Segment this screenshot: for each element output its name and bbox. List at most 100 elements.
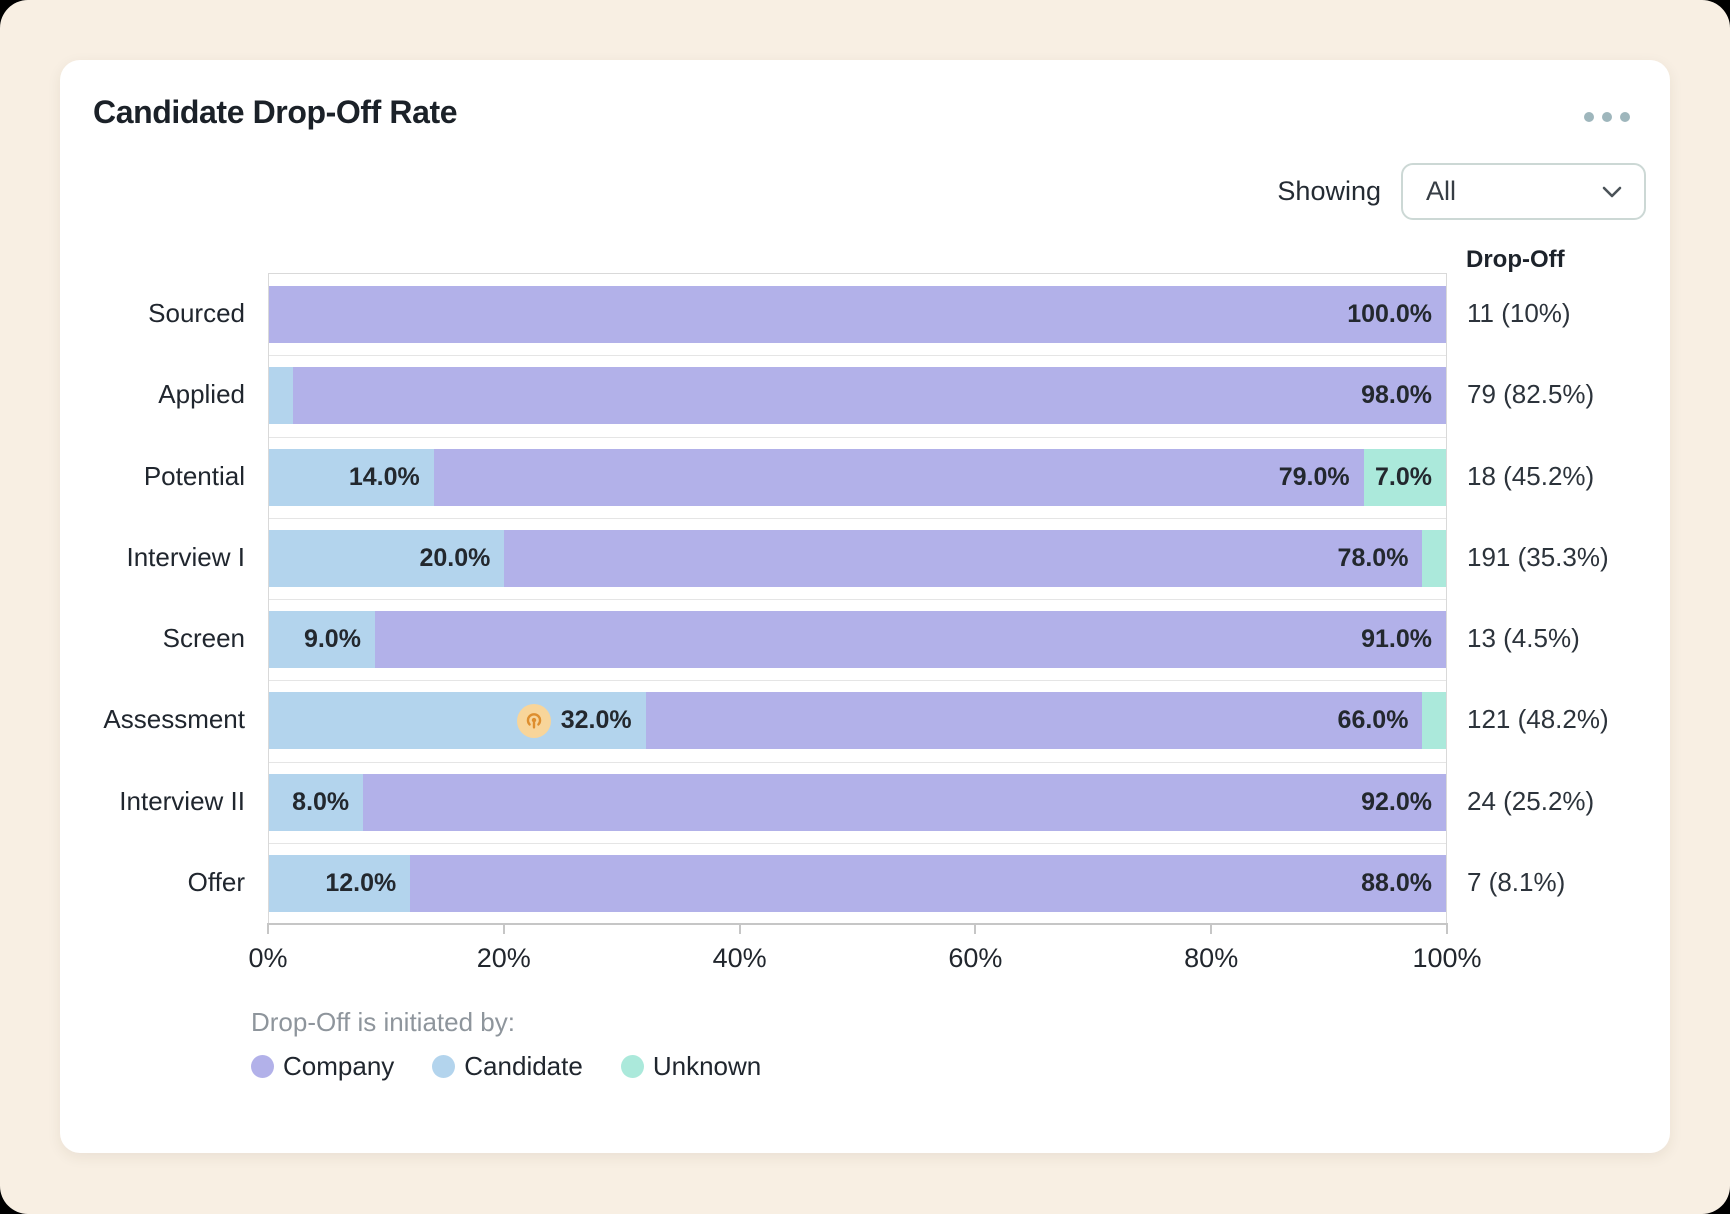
category-label: Applied (158, 379, 245, 410)
bar-segment-unknown[interactable]: 7.0% (1363, 448, 1446, 506)
dropoff-value: 79 (82.5%) (1467, 379, 1595, 410)
legend-dot-icon (432, 1055, 456, 1078)
segment-value-label: 7.0% (1374, 462, 1432, 491)
segment-value-label: 92.0% (1361, 787, 1432, 816)
bar-segment-candidate[interactable]: 20.0% (269, 529, 505, 587)
x-axis-tick (1446, 923, 1448, 934)
showing-filter-dropdown[interactable]: All (1401, 163, 1646, 220)
segment-value-label: 20.0% (419, 543, 491, 572)
ellipsis-icon (1584, 112, 1594, 122)
stacked-bar: 14.0% 79.0% 7.0% (269, 448, 1446, 506)
legend-label: Company (283, 1051, 395, 1081)
segment-value-label: 88.0% (1361, 868, 1432, 897)
dropoff-value: 121 (48.2%) (1467, 704, 1609, 735)
dropoff-value: 11 (10%) (1467, 298, 1571, 329)
bar-segment-company[interactable]: 78.0% (504, 529, 1423, 587)
category-label: Offer (187, 866, 245, 897)
category-label: Screen (162, 623, 245, 654)
legend-item: Company (251, 1051, 394, 1082)
category-label: Interview II (119, 785, 245, 816)
segment-value-label: 79.0% (1278, 462, 1350, 491)
stacked-bar: 8.0% 92.0% (269, 773, 1446, 831)
bar-row: 14.0% 79.0% 7.0% (269, 437, 1446, 518)
x-axis-tick-label: 60% (948, 943, 1003, 973)
showing-label: Showing (1277, 176, 1381, 206)
bar-row: 98.0% (269, 355, 1446, 436)
stacked-bar: 20.0% 78.0% (269, 529, 1446, 587)
stacked-bar: 9.0% 91.0% (269, 611, 1446, 668)
dropoff-value: 7 (8.1%) (1467, 866, 1566, 897)
bar-segment-candidate[interactable]: 14.0% (269, 448, 434, 506)
segment-value-label: 12.0% (325, 868, 397, 897)
legend-label: Candidate (464, 1051, 583, 1081)
category-label: Assessment (103, 704, 245, 735)
segment-value-label: 32.0% (560, 706, 632, 735)
tap-target-icon (526, 712, 541, 729)
card-menu-button[interactable] (1580, 108, 1634, 126)
bar-segment-company[interactable]: 92.0% (363, 773, 1446, 831)
bar-segment-company[interactable]: 91.0% (374, 611, 1446, 668)
ellipsis-icon (1602, 112, 1612, 122)
segment-value-label: 91.0% (1361, 625, 1432, 653)
x-axis-tick (1210, 923, 1213, 934)
x-axis-tick (974, 923, 977, 934)
bar-segment-unknown[interactable] (1422, 529, 1446, 587)
segment-value-label: 100.0% (1347, 300, 1432, 328)
legend-item: Candidate (432, 1051, 583, 1082)
x-axis-tick-label: 100% (1412, 943, 1482, 973)
bar-segment-company[interactable]: 100.0% (269, 286, 1446, 343)
bar-row: 20.0% 78.0% (269, 518, 1446, 599)
bar-row: 100.0% (269, 274, 1446, 355)
stacked-bar: 12.0% 88.0% (269, 854, 1446, 912)
band-separator-line (269, 517, 1446, 519)
x-axis-tick-label: 20% (476, 943, 531, 973)
bar-row: 8.0% 92.0% (269, 762, 1446, 843)
ellipsis-icon (1620, 112, 1630, 122)
bar-segment-company[interactable]: 66.0% (645, 692, 1423, 750)
legend-dot-icon (251, 1055, 274, 1078)
bar-row: 32.0% 66.0% (269, 680, 1446, 761)
bar-row: 12.0% 88.0% (269, 843, 1446, 924)
legend-dot-icon (620, 1055, 644, 1078)
bar-segment-candidate[interactable]: 32.0% (269, 692, 646, 750)
bar-segment-company[interactable]: 98.0% (292, 367, 1446, 425)
x-axis-tick (267, 923, 269, 934)
x-axis-tick-label: 0% (248, 943, 288, 973)
stacked-bar: 98.0% (269, 367, 1446, 425)
legend: Company Candidate Unknown (251, 1051, 761, 1082)
bar-segment-company[interactable]: 79.0% (433, 448, 1364, 506)
x-axis-tick (738, 923, 741, 934)
bar-segment-candidate[interactable]: 8.0% (269, 773, 364, 831)
legend-title: Drop-Off is initiated by: (251, 1007, 515, 1037)
stacked-bar: 100.0% (269, 286, 1446, 343)
x-axis: 0% 20% 40% 60% 80% 100% (248, 923, 1482, 973)
segment-value-label: 66.0% (1337, 706, 1409, 735)
filter-row: Showing All (1277, 163, 1646, 220)
chevron-down-icon (1602, 186, 1622, 197)
band-separator-line (269, 436, 1446, 438)
dropoff-value: 13 (4.5%) (1467, 623, 1580, 654)
candidate-drop-off-card: Candidate Drop-Off Rate Showing All Drop… (60, 60, 1670, 1153)
band-separator-line (269, 355, 1446, 357)
bar-segment-candidate[interactable]: 9.0% (269, 611, 375, 668)
band-separator-line (269, 680, 1446, 682)
legend-item: Unknown (620, 1051, 762, 1082)
bar-row: 9.0% 91.0% (269, 599, 1446, 680)
card-title: Candidate Drop-Off Rate (93, 94, 458, 130)
bar-segment-candidate[interactable] (269, 367, 293, 425)
bar-segment-unknown[interactable] (1422, 692, 1446, 750)
segment-value-label: 98.0% (1361, 381, 1432, 410)
band-separator-line (269, 761, 1446, 763)
category-label: Interview I (126, 541, 246, 572)
legend-label: Unknown (652, 1051, 762, 1081)
segment-value-label: 9.0% (303, 625, 361, 653)
plot-area: 100.0% 98.0% 14.0% 79.0% 7.0% 20.0% 78.0% 9.0% 9… (268, 273, 1447, 923)
bar-segment-company[interactable]: 88.0% (410, 854, 1446, 912)
assessment-marker-icon[interactable] (516, 703, 551, 738)
dropoff-value: 191 (35.3%) (1467, 541, 1609, 572)
category-label: Sourced (148, 298, 245, 329)
bar-segment-candidate[interactable]: 12.0% (269, 854, 411, 912)
x-axis-tick (502, 923, 505, 934)
band-separator-line (269, 599, 1446, 600)
